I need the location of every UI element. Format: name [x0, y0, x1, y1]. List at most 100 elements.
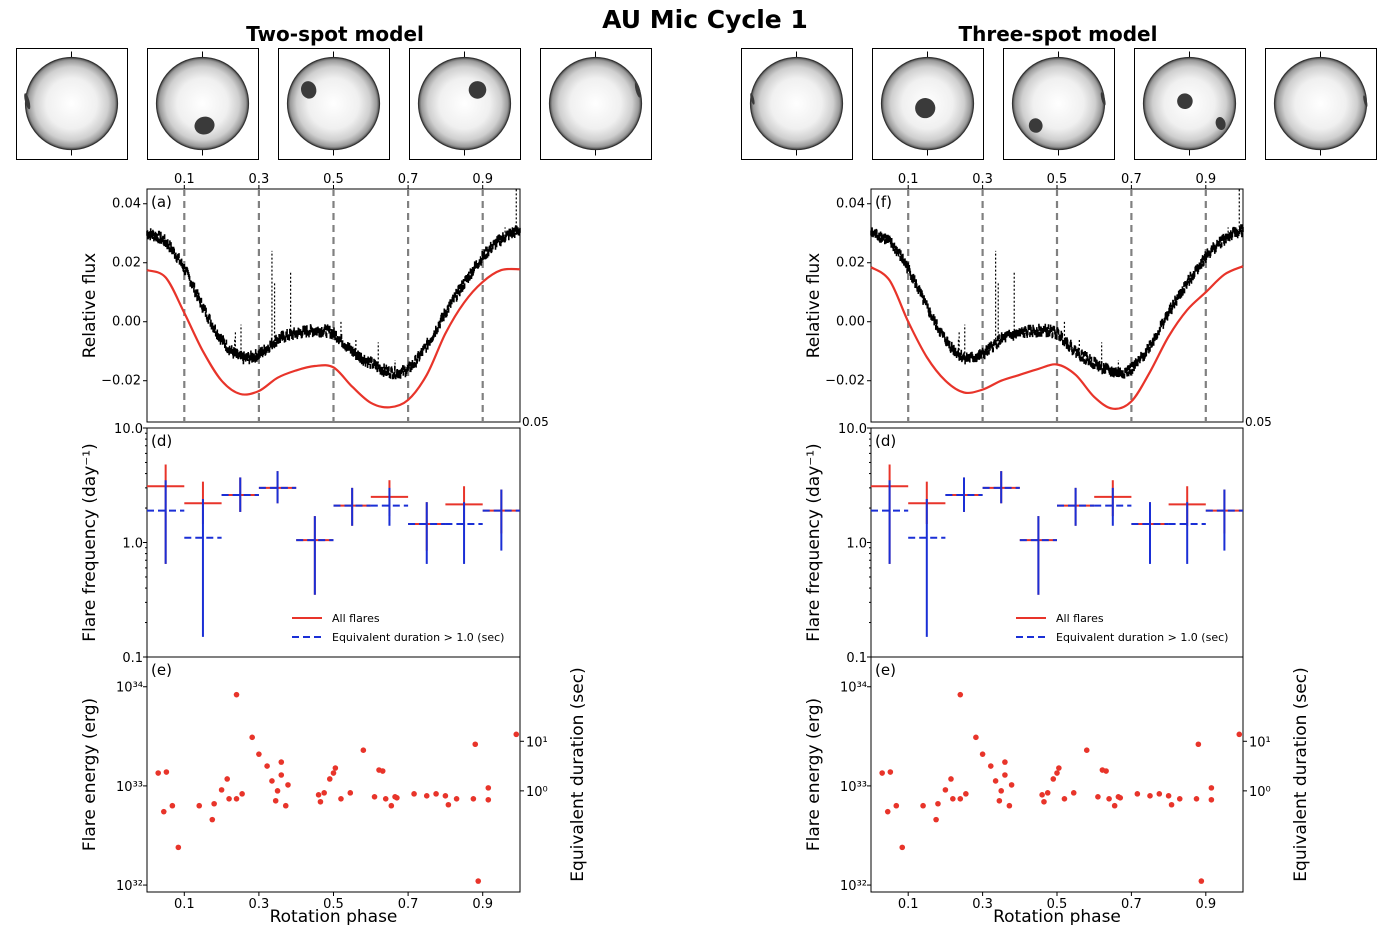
flare-energy-point: [315, 792, 322, 798]
freq-tick-label: 10.0: [114, 422, 143, 437]
spot-map-4: [409, 48, 521, 160]
flare-energy-point: [920, 802, 926, 809]
energy-tick-label: 10³²: [840, 879, 867, 894]
x-axis-label: Rotation phase: [993, 907, 1121, 925]
flare-energy-point: [1056, 765, 1062, 771]
flare-energy-point: [442, 793, 449, 799]
phase-tick-label-top: 0.5: [1047, 172, 1068, 187]
flare-energy-point: [887, 769, 894, 775]
flare-energy-label: (e): [875, 661, 896, 679]
flare-energy-point: [224, 776, 230, 782]
flare-energy-point: [1106, 795, 1112, 802]
phase-tick-label-top: 0.3: [249, 172, 270, 187]
starspot: [1215, 116, 1226, 131]
flare-energy-point: [394, 795, 400, 801]
flare-energy-point: [950, 795, 956, 802]
flare-energy-point: [1008, 782, 1015, 788]
spot-map-2: [147, 48, 259, 160]
spot-map-4: [1134, 48, 1246, 160]
flare-energy-point: [472, 741, 479, 748]
flare-energy-point: [445, 801, 452, 808]
ed-axis-label: Equivalent duration (sec): [568, 667, 588, 881]
ed-tick-label: 10⁰: [1249, 785, 1271, 800]
flare-energy-point: [285, 782, 291, 788]
flare-energy-point: [278, 759, 285, 765]
energy-tick-label: 10³³: [840, 780, 867, 795]
flare-energy-point: [1198, 878, 1205, 884]
flare-energy-point: [423, 793, 430, 799]
star-disk: [1011, 56, 1106, 151]
star-disk: [155, 56, 250, 151]
flare-energy-point: [1117, 795, 1124, 801]
flare-energy-label: (e): [151, 661, 172, 679]
starspot: [194, 116, 215, 135]
phase-tick-label-top: 0.1: [898, 172, 919, 187]
flare-energy-point: [282, 802, 289, 809]
flare-energy-point: [160, 808, 167, 815]
starspot: [301, 81, 317, 99]
flare-energy-point: [155, 770, 161, 776]
phase-tick-label-bottom: 0.5: [323, 897, 344, 912]
flare-energy-point: [1195, 741, 1202, 748]
flare-energy-point: [942, 787, 949, 793]
flare-energy-point: [453, 795, 460, 802]
flare-energy-point: [957, 795, 964, 802]
flare-energy-point: [979, 751, 986, 757]
starspot: [750, 93, 755, 105]
observed-flux-band: [870, 224, 1244, 379]
ed-tick-label: 10¹: [526, 735, 548, 750]
flare-energy-point: [1054, 770, 1060, 776]
flare-energy-point: [332, 765, 339, 771]
flare-energy-point: [371, 794, 378, 800]
flare-energy-point: [433, 791, 439, 797]
phase-tick-label-top: 0.9: [472, 172, 493, 187]
spot-model-curve: [870, 265, 1244, 410]
flare-energy-point: [338, 795, 344, 802]
light-curve-label: (a): [151, 193, 172, 211]
energy-axis-label: Flare energy (erg): [80, 698, 100, 851]
flare-energy-point: [513, 731, 520, 738]
phase-tick-label-top: 0.3: [972, 172, 993, 187]
flare-energy-point: [382, 795, 389, 802]
flare-energy-point: [987, 763, 994, 769]
phase-tick-label-bottom: 0.7: [398, 897, 419, 912]
figure-title: AU Mic Cycle 1: [602, 5, 808, 34]
ed-axis-label: Equivalent duration (sec): [1291, 667, 1311, 881]
flux-tick-label: 0.00: [836, 315, 865, 330]
flare-energy-point: [239, 791, 245, 797]
flare-energy-point: [163, 769, 170, 775]
energy-tick-label: 10³⁴: [116, 681, 143, 696]
flare-energy-point: [879, 770, 885, 776]
flare-energy-point: [1156, 791, 1163, 797]
flare-frequency-label: (d): [875, 432, 896, 450]
flare-energy-point: [996, 797, 1003, 804]
legend-all-flares-label: All flares: [332, 612, 380, 625]
energy-tick-label: 10³⁴: [840, 681, 867, 696]
phase-tick-label-bottom: 0.9: [472, 897, 493, 912]
clipped-tick-label: 0.05: [522, 415, 549, 429]
flux-tick-label: 0.02: [836, 256, 865, 271]
flux-tick-label: 0.04: [836, 197, 865, 212]
phase-tick-label-bottom: 0.1: [898, 897, 919, 912]
starspot: [468, 81, 487, 99]
flare-energy-point: [218, 787, 225, 793]
starspot: [915, 98, 936, 119]
flare-energy-plot: 10³⁴ 10³³ 10³² 10¹ 10⁰ Flare energy (erg) Equi…: [804, 656, 1311, 925]
starspot: [1363, 95, 1368, 107]
freq-tick-label: 0.1: [122, 651, 143, 666]
phase-tick-label-top: 0.5: [323, 172, 344, 187]
flare-frequency-plot: 10.0 1.0 0.1 Flare frequency (day⁻¹) (d) All …: [80, 422, 521, 666]
spot-map-1: [16, 48, 128, 160]
flare-energy-point: [475, 878, 482, 884]
flare-energy-point: [1111, 802, 1118, 809]
phase-tick-label-top: 0.1: [174, 172, 195, 187]
flare-energy-point: [209, 816, 216, 823]
spot-map-5: [1265, 48, 1377, 160]
light-curve-plot: 0.1 0.3 0.5 0.7 0.9 0.04 0.02 0.00 −0.02Relative…: [804, 172, 1272, 429]
flare-energy-point: [1176, 795, 1183, 802]
flare-frequency-plot: 10.0 1.0 0.1 Flare frequency (day⁻¹) (d) All …: [804, 422, 1244, 666]
spot-map-5: [540, 48, 652, 160]
flare-energy-point: [1061, 795, 1068, 802]
flare-energy-point: [1095, 794, 1101, 800]
